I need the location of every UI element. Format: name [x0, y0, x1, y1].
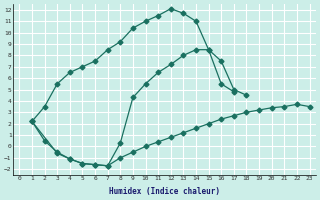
X-axis label: Humidex (Indice chaleur): Humidex (Indice chaleur): [109, 187, 220, 196]
